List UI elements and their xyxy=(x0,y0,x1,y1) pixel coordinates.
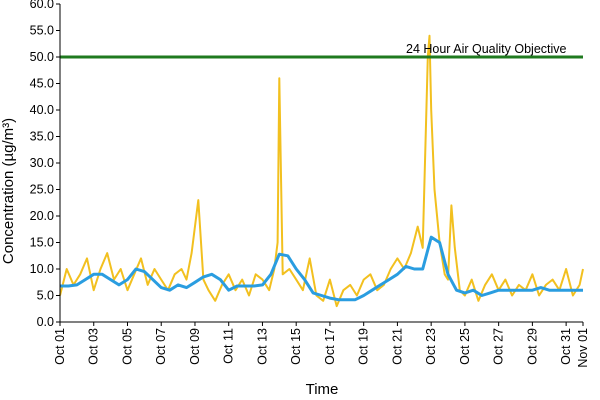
x-tick-label: Nov 01 xyxy=(576,328,590,368)
y-axis-title: Concentration (µg/m³) xyxy=(0,118,17,264)
x-tick-label: Oct 09 xyxy=(188,328,202,365)
x-axis: Oct 01 Oct 03 Oct 05 Oct 07 Oct 09 Oct 11 Oct … xyxy=(53,321,590,368)
y-tick-label: 5.0 xyxy=(37,289,54,303)
x-tick-label: Oct 29 xyxy=(525,328,539,365)
x-tick-label: Oct 07 xyxy=(154,328,168,365)
x-tick-label: Oct 21 xyxy=(390,328,404,365)
y-tick-label: 50.0 xyxy=(30,50,54,64)
y-tick-label: 10.0 xyxy=(30,262,54,276)
x-tick-label: Oct 23 xyxy=(424,328,438,365)
y-tick-label: 30.0 xyxy=(30,156,54,170)
x-tick-label: Oct 31 xyxy=(559,328,573,365)
y-tick-label: 20.0 xyxy=(30,209,54,223)
x-tick-label: Oct 13 xyxy=(255,328,269,365)
y-tick-label: 45.0 xyxy=(30,77,54,91)
x-tick-label: Oct 05 xyxy=(120,328,134,365)
y-tick-label: 60.0 xyxy=(30,0,54,11)
x-tick-label: Oct 01 xyxy=(53,328,67,365)
series-line-rolling-24h-average xyxy=(60,235,583,302)
x-axis-title: Time xyxy=(306,381,339,398)
x-tick-label: Oct 11 xyxy=(222,328,236,364)
x-tick-label: Oct 15 xyxy=(289,328,303,365)
y-tick-label: 15.0 xyxy=(30,236,54,250)
x-tick-label: Oct 27 xyxy=(492,328,506,365)
y-tick-label: 55.0 xyxy=(30,24,54,38)
plot-area xyxy=(59,34,584,308)
y-tick-label: 25.0 xyxy=(30,183,54,197)
reference-line-label: 24 Hour Air Quality Objective xyxy=(406,42,567,56)
y-tick-label: 40.0 xyxy=(30,103,54,117)
x-tick-label: Oct 25 xyxy=(458,328,472,365)
x-tick-label: Oct 17 xyxy=(323,328,337,365)
x-tick-label: Oct 19 xyxy=(357,328,371,365)
y-tick-label: 35.0 xyxy=(30,130,54,144)
series-line-hourly xyxy=(59,34,584,308)
y-tick-label: 0.0 xyxy=(37,315,54,329)
y-axis: 0.0 5.0 10.0 15.0 20.0 25.0 30.0 35.0 40.0 45.0 50… xyxy=(30,0,61,329)
x-tick-label: Oct 03 xyxy=(87,328,101,365)
